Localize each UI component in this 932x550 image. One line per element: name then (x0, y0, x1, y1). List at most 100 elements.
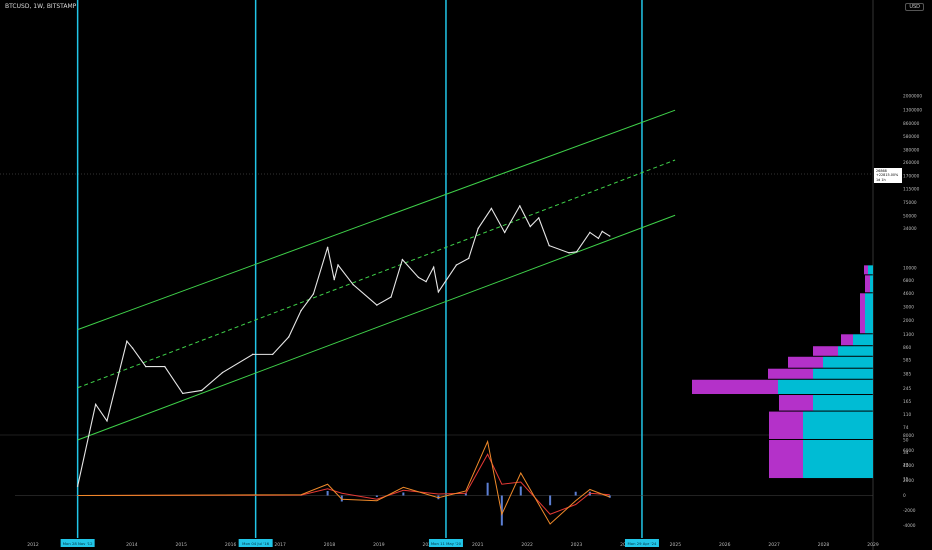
price-point (300, 309, 302, 312)
price-point (271, 353, 274, 356)
volume-profile-down-bar (865, 275, 870, 293)
price-point (126, 340, 128, 342)
price-point (609, 235, 611, 237)
price-point (106, 420, 108, 422)
macd-tick-label: -2000 (903, 508, 916, 514)
price-tick-label: 6800 (903, 278, 914, 284)
macd-tick-label: 2000 (903, 478, 914, 484)
cycle-marker-label-bg (428, 539, 463, 547)
volume-profile-up-bar (838, 346, 873, 356)
price-point (597, 237, 600, 240)
time-tick-label: 2015 (176, 542, 188, 548)
time-tick-label: 2026 (719, 542, 731, 548)
macd-histogram-bar (519, 486, 522, 496)
cycle-marker-label-bg (624, 539, 659, 547)
volume-profile-up-bar (803, 439, 873, 479)
macd-histogram-bar (486, 482, 489, 496)
cycle-marker-label: Mon 04 Jul '16 (242, 541, 269, 546)
volume-profile-down-bar (769, 411, 803, 439)
price-tick-label: 15 (903, 477, 909, 483)
macd-tick-label: 4000 (903, 463, 914, 469)
price-point (326, 246, 329, 248)
volume-profile-down-bar (768, 368, 813, 379)
time-tick-label: 2016 (225, 542, 237, 548)
price-point (333, 278, 335, 281)
price-tick-label: 585 (903, 358, 911, 364)
time-tick-label: 2017 (274, 542, 286, 548)
volume-profile-up-bar (870, 275, 873, 293)
cycle-marker-label-bg (238, 539, 273, 547)
price-tick-label: 385 (903, 371, 911, 377)
price-tick-label: 2000000 (903, 94, 922, 100)
price-point (601, 230, 603, 233)
macd-histogram-bar (76, 495, 79, 496)
time-tick-label: 2014 (126, 542, 138, 548)
price-tick-label: 1300000 (903, 108, 922, 114)
price-tick-label: 860 (903, 345, 911, 351)
macd-line (77, 439, 610, 525)
price-point (337, 264, 339, 266)
time-tick-label: 2019 (373, 542, 385, 548)
price-point (200, 389, 203, 392)
price-point (437, 291, 440, 293)
price-tick-label: 75000 (903, 200, 917, 206)
time-tick-label: 2029 (867, 542, 879, 548)
cycle-marker-label: Mon 28 Nov '12 (63, 541, 93, 546)
volume-profile-down-bar (860, 293, 865, 334)
price-tick-label: 4600 (903, 291, 914, 297)
time-tick-label: 2020 (423, 542, 435, 548)
symbol-label: BTCUSD, 1W, BITSTAMP (5, 3, 77, 10)
macd-tick-label: 6000 (903, 448, 914, 454)
last-price: 26868 (876, 169, 887, 173)
price-point (519, 205, 521, 207)
price-point (490, 207, 493, 210)
price-point (131, 347, 134, 349)
price-point (312, 293, 315, 295)
time-tick-label: 2018 (324, 542, 336, 548)
cycle-marker-label: Mon 11 May '20 (431, 541, 462, 546)
price-tick-label: 170000 (903, 174, 920, 180)
time-tick-label: 2021 (472, 542, 484, 548)
price-point (589, 231, 591, 234)
volume-profile-up-bar (813, 395, 873, 411)
volume-profile-down-bar (769, 439, 803, 479)
price-tick-label: 10000 (903, 266, 917, 272)
change-percent: +22815.00% (876, 173, 899, 178)
price-tick-label: 1300 (903, 332, 914, 338)
macd-histogram-bar (375, 495, 378, 497)
volume-profile-up-bar (803, 411, 873, 439)
time-tick-label: 2028 (818, 542, 830, 548)
price-point (575, 251, 578, 253)
price-tick-label: 245 (903, 386, 911, 392)
price-point (548, 244, 550, 247)
price-series-line (77, 204, 611, 487)
price-point (94, 403, 97, 406)
volume-profile-down-bar (864, 265, 868, 275)
volume-profile-down-bar (779, 395, 813, 411)
volume-profile-up-bar (853, 334, 873, 346)
price-point (467, 257, 470, 260)
price-point (568, 252, 570, 254)
macd-histogram-bar (464, 493, 467, 496)
time-tick-label: 2012 (27, 542, 39, 548)
currency-button[interactable]: USD (905, 3, 924, 11)
macd-histogram-bar (549, 495, 552, 506)
price-point (390, 296, 392, 298)
price-point (401, 258, 404, 261)
price-tick-label: 34 (903, 450, 909, 456)
volume-profile-down-bar (692, 379, 778, 395)
volume-profile-up-bar (778, 379, 873, 395)
price-point (164, 365, 166, 368)
price-point (432, 266, 435, 268)
macd-histogram-bar (574, 491, 577, 496)
price-tick-label: 50 (903, 437, 909, 443)
signal-line (77, 453, 610, 515)
volume-profile-up-bar (865, 293, 873, 334)
volume-profile-down-bar (813, 346, 838, 356)
channel-middle-line (77, 159, 676, 389)
price-point (503, 231, 506, 234)
macd-histogram-bar (326, 491, 329, 496)
price-tick-label: 50000 (903, 213, 917, 219)
price-point (417, 276, 420, 279)
